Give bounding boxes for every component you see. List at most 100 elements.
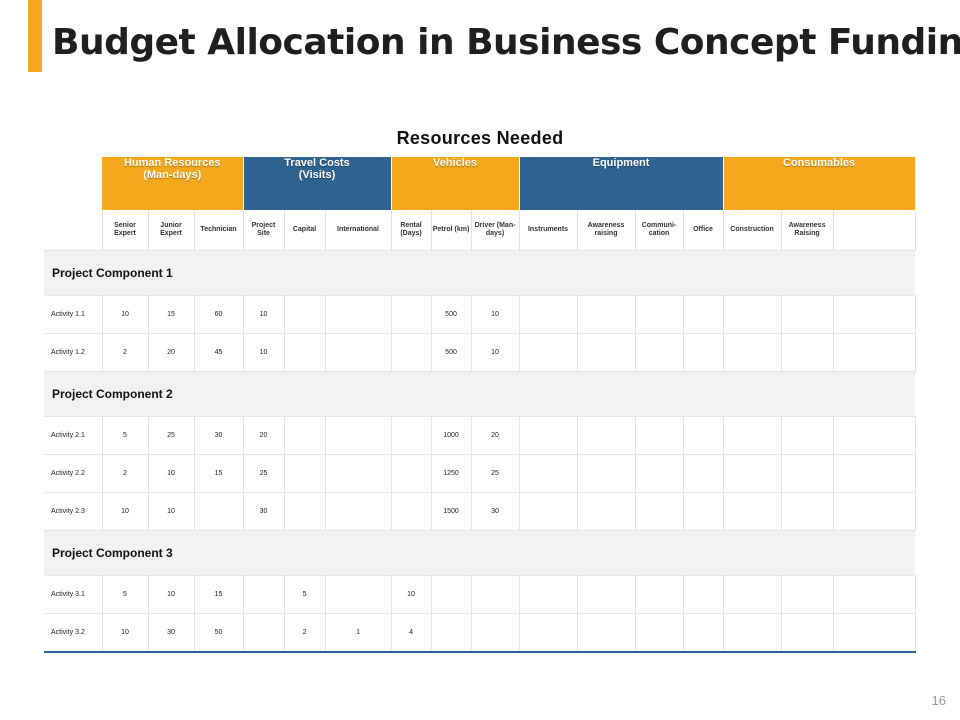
activity-cell (284, 492, 326, 531)
activity-label: Activity 2.3 (44, 492, 103, 531)
activity-cell (431, 613, 472, 653)
activity-cell (635, 575, 684, 614)
activity-cell (723, 575, 782, 614)
table-body: Project Component 1 Activity 1.1 10 15 60 10 5… (44, 250, 916, 653)
activity-cell: 10 (102, 492, 149, 531)
activity-cell: 30 (194, 416, 244, 455)
column-header-empty-15 (833, 210, 916, 251)
activity-cell (833, 454, 916, 493)
category-header-vehicles: Vehicles (391, 157, 520, 210)
activity-cell (635, 454, 684, 493)
activity-cell (519, 613, 578, 653)
column-header-rental-days: Rental (Days) (391, 210, 432, 251)
component-row: Project Component 2 (44, 371, 916, 417)
activity-cell: 2 (102, 333, 149, 372)
activity-cell: 50 (194, 613, 244, 653)
activity-cell (391, 333, 432, 372)
activity-cell: 2 (102, 454, 149, 493)
table-caption: Resources Needed (396, 128, 564, 148)
activity-cell: 15 (194, 454, 244, 493)
activity-cell: 10 (243, 333, 285, 372)
component-row: Project Component 3 (44, 530, 916, 576)
activity-cell (833, 575, 916, 614)
activity-cell (391, 454, 432, 493)
activity-cell: 1500 (431, 492, 472, 531)
activity-cell (471, 613, 520, 653)
activity-cell (519, 454, 578, 493)
activity-cell (723, 613, 782, 653)
activity-label: Activity 1.1 (44, 295, 103, 334)
column-header-petrol-km: Petrol (km) (431, 210, 472, 251)
activity-label: Activity 2.1 (44, 416, 103, 455)
component-row: Project Component 1 (44, 250, 916, 296)
category-header-blank (44, 157, 102, 210)
activity-row: Activity 2.3 10 10 30 1500 30 (44, 492, 916, 531)
activity-cell (519, 575, 578, 614)
column-header-construction: Construction (723, 210, 782, 251)
activity-cell (284, 416, 326, 455)
activity-cell: 30 (471, 492, 520, 531)
page-number: 16 (931, 693, 946, 708)
category-header-row: Human Resources (Man-days) Travel Costs (Vi… (44, 157, 916, 210)
activity-cell (325, 333, 392, 372)
activity-cell (519, 295, 578, 334)
activity-cell: 25 (243, 454, 285, 493)
activity-cell (683, 575, 724, 614)
column-header-blank (44, 210, 103, 251)
activity-label: Activity 3.2 (44, 613, 103, 653)
activity-cell: 25 (148, 416, 195, 455)
activity-cell (723, 295, 782, 334)
activity-cell (723, 333, 782, 372)
activity-cell (325, 416, 392, 455)
category-header-human-resources-man-days: Human Resources (Man-days) (102, 157, 244, 210)
column-header-senior-expert: Senior Expert (102, 210, 149, 251)
activity-row: Activity 1.1 10 15 60 10 500 10 (44, 295, 916, 334)
activity-cell (577, 333, 636, 372)
activity-cell (683, 613, 724, 653)
activity-cell (519, 416, 578, 455)
slide-title: Budget Allocation in Business Concept Fu… (52, 22, 960, 63)
activity-cell (577, 492, 636, 531)
activity-cell (683, 416, 724, 455)
activity-cell (325, 295, 392, 334)
column-header-junior-expert: Junior Expert (148, 210, 195, 251)
column-header-project-site: Project Site (243, 210, 285, 251)
activity-cell: 30 (148, 613, 195, 653)
activity-cell (781, 416, 834, 455)
column-header-technician: Technician (194, 210, 244, 251)
activity-cell: 1 (325, 613, 392, 653)
activity-cell (577, 416, 636, 455)
column-header-capital: Capital (284, 210, 326, 251)
activity-cell (781, 613, 834, 653)
activity-cell (723, 454, 782, 493)
activity-cell (635, 416, 684, 455)
activity-cell: 1000 (431, 416, 472, 455)
activity-cell (781, 492, 834, 531)
activity-cell (683, 333, 724, 372)
activity-cell (325, 575, 392, 614)
activity-row: Activity 2.2 2 10 15 25 1250 25 (44, 454, 916, 493)
activity-cell (194, 492, 244, 531)
activity-cell: 5 (102, 575, 149, 614)
component-title: Project Component 2 (44, 371, 916, 417)
activity-cell: 10 (102, 295, 149, 334)
activity-cell: 30 (243, 492, 285, 531)
activity-cell (284, 454, 326, 493)
activity-cell (781, 295, 834, 334)
activity-label: Activity 3.1 (44, 575, 103, 614)
activity-label: Activity 1.2 (44, 333, 103, 372)
activity-cell (391, 492, 432, 531)
activity-cell: 20 (471, 416, 520, 455)
activity-cell: 60 (194, 295, 244, 334)
activity-cell (577, 454, 636, 493)
activity-cell: 10 (148, 492, 195, 531)
activity-cell (471, 575, 520, 614)
activity-cell (284, 333, 326, 372)
activity-cell (635, 613, 684, 653)
activity-cell: 2 (284, 613, 326, 653)
resource-table: Human Resources (Man-days) Travel Costs (Vi… (44, 157, 916, 653)
activity-label: Activity 2.2 (44, 454, 103, 493)
activity-row: Activity 3.2 10 30 50 2 1 4 (44, 613, 916, 653)
activity-cell (325, 492, 392, 531)
activity-cell (781, 575, 834, 614)
